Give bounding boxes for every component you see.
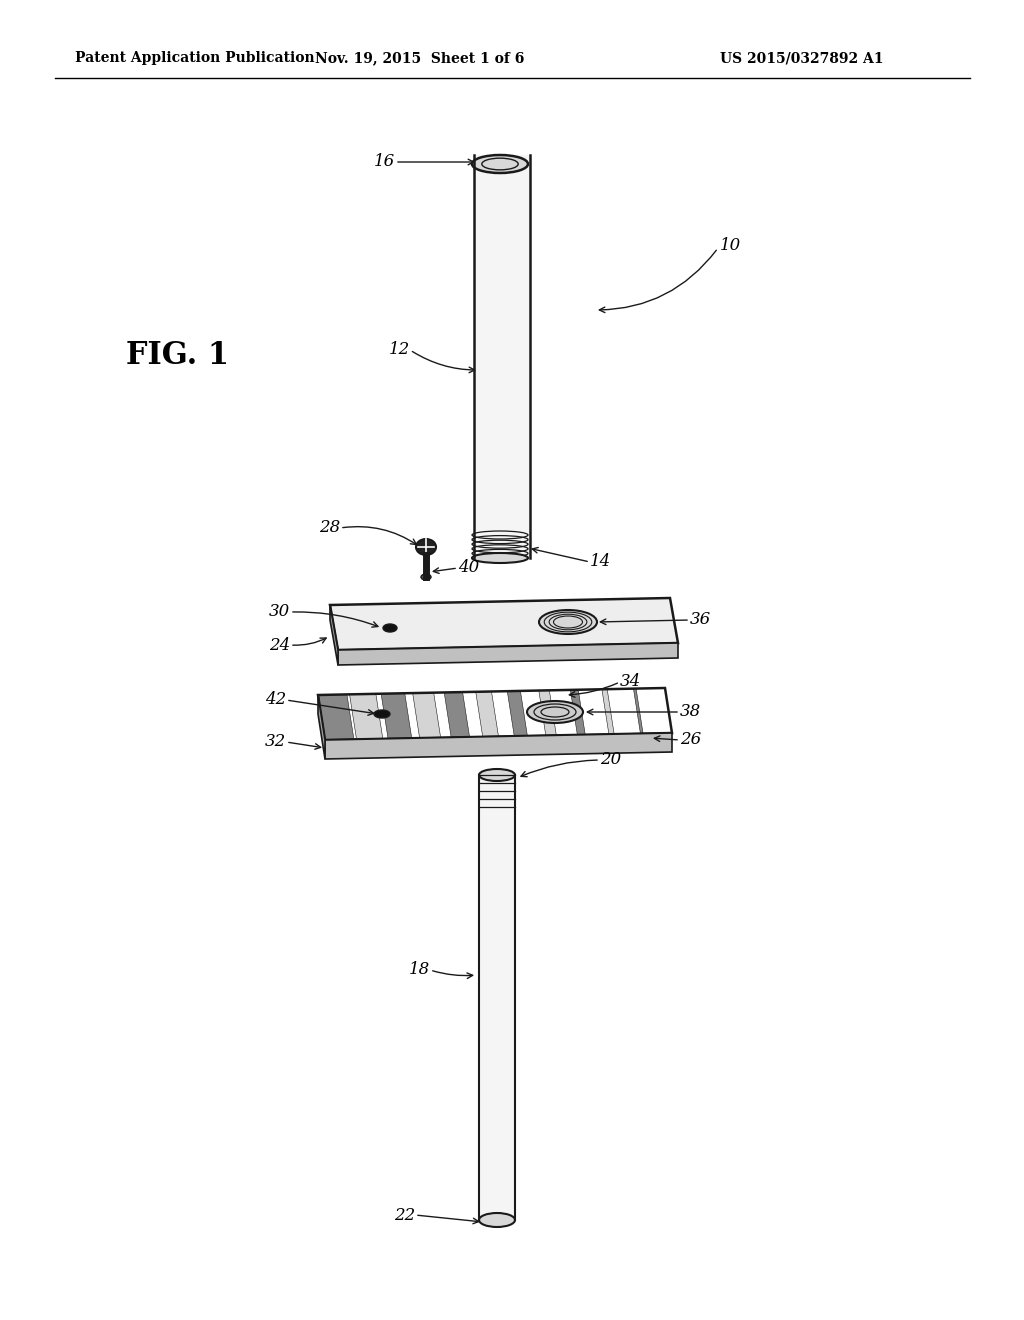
Text: Nov. 19, 2015  Sheet 1 of 6: Nov. 19, 2015 Sheet 1 of 6: [315, 51, 524, 65]
Polygon shape: [349, 694, 383, 739]
Polygon shape: [330, 598, 678, 649]
Polygon shape: [330, 605, 338, 665]
Polygon shape: [338, 643, 678, 665]
Text: 36: 36: [690, 611, 712, 628]
Text: 38: 38: [680, 704, 701, 721]
Text: 40: 40: [458, 560, 479, 577]
Ellipse shape: [539, 610, 597, 634]
Text: 30: 30: [268, 603, 290, 620]
Ellipse shape: [374, 710, 390, 718]
Ellipse shape: [472, 553, 528, 564]
Ellipse shape: [472, 154, 528, 173]
Bar: [479, 775, 515, 1220]
Text: 12: 12: [389, 342, 410, 359]
Text: FIG. 1: FIG. 1: [127, 339, 229, 371]
Ellipse shape: [383, 624, 397, 632]
Polygon shape: [318, 694, 354, 741]
Ellipse shape: [479, 1213, 515, 1228]
Text: 14: 14: [590, 553, 611, 570]
Text: 20: 20: [600, 751, 622, 768]
Polygon shape: [476, 692, 499, 737]
Text: 18: 18: [409, 961, 430, 978]
Ellipse shape: [421, 574, 431, 579]
Text: 34: 34: [620, 673, 641, 690]
Bar: [474, 154, 530, 558]
Text: US 2015/0327892 A1: US 2015/0327892 A1: [720, 51, 884, 65]
Text: 10: 10: [720, 236, 741, 253]
Ellipse shape: [527, 701, 583, 723]
Ellipse shape: [416, 539, 436, 554]
Polygon shape: [665, 688, 672, 733]
Polygon shape: [318, 696, 325, 759]
Polygon shape: [634, 689, 643, 734]
Text: 16: 16: [374, 153, 395, 170]
Text: 32: 32: [265, 734, 286, 751]
Polygon shape: [602, 689, 614, 734]
Text: 24: 24: [268, 636, 290, 653]
Polygon shape: [413, 693, 440, 738]
Polygon shape: [507, 690, 527, 737]
Polygon shape: [444, 692, 470, 738]
Polygon shape: [325, 733, 672, 759]
Polygon shape: [381, 693, 412, 739]
Polygon shape: [539, 690, 556, 735]
Text: 28: 28: [318, 520, 340, 536]
Text: 42: 42: [265, 692, 286, 709]
Polygon shape: [570, 690, 586, 735]
Text: Patent Application Publication: Patent Application Publication: [75, 51, 314, 65]
Text: 22: 22: [394, 1206, 415, 1224]
Ellipse shape: [479, 770, 515, 781]
Text: 26: 26: [680, 731, 701, 748]
